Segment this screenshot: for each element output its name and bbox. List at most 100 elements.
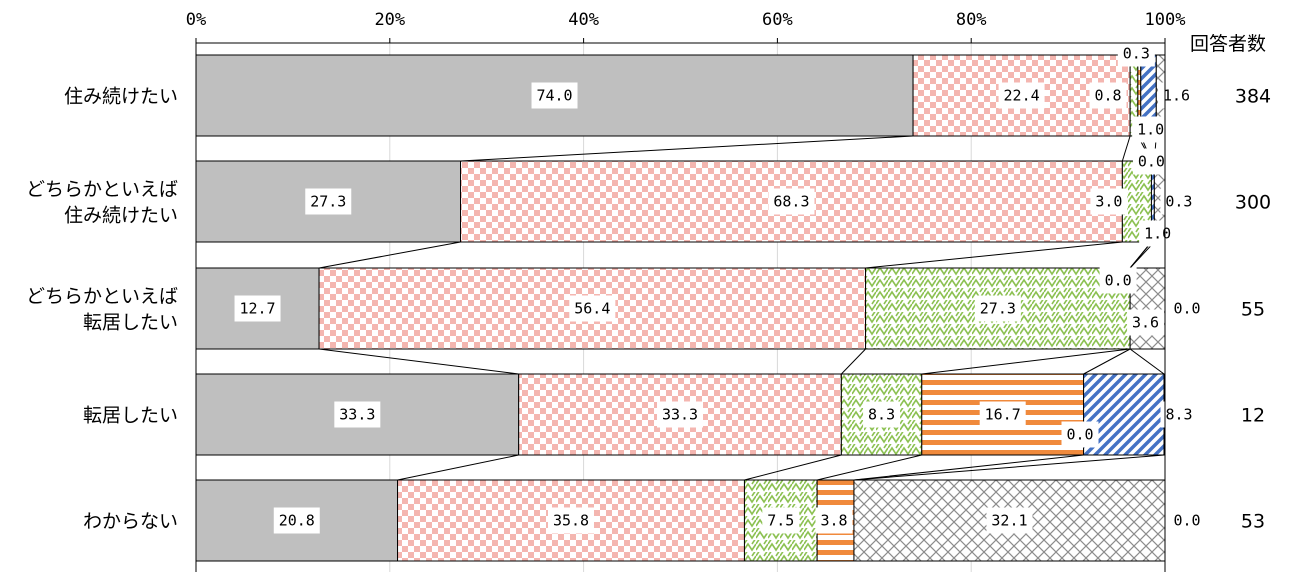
data-label: 35.8: [553, 512, 589, 530]
series-connector-line: [853, 454, 1165, 481]
respondent-count: 53: [1241, 511, 1265, 533]
data-label: 0.8: [1094, 87, 1121, 105]
bar-segment: [1083, 373, 1165, 456]
category-label: 転居したい: [83, 405, 178, 427]
data-label-background: [569, 295, 616, 322]
data-label: 7.5: [767, 512, 794, 530]
data-label: 1.6: [1163, 87, 1190, 105]
category-label: 転居したい: [83, 312, 178, 334]
category-labels: 住み続けたいどちらかといえば住み続けたいどちらかといえば転居したい転居したいわか…: [26, 86, 178, 533]
data-label: 3.0: [1095, 193, 1122, 211]
series-connector-line: [1083, 348, 1131, 375]
respondent-count: 12: [1241, 405, 1265, 427]
data-label: 0.0: [1138, 153, 1165, 171]
x-tick-label: 80%: [956, 10, 987, 30]
data-label-background: [1160, 188, 1198, 215]
data-label-background: [974, 295, 1021, 322]
series-connector-line: [318, 241, 461, 269]
data-label: 1.0: [1144, 225, 1171, 243]
data-label: 32.1: [991, 512, 1027, 530]
data-label-background: [1061, 421, 1099, 448]
data-label: 27.3: [310, 193, 346, 211]
category-label: 住み続けたい: [64, 86, 178, 108]
data-label-background: [1127, 309, 1165, 336]
x-tick-label: 60%: [762, 10, 793, 30]
respondent-count: 384: [1235, 86, 1271, 108]
bars: [195, 54, 1166, 562]
data-label-background: [234, 295, 281, 322]
data-label-background: [762, 507, 800, 534]
data-label-background: [1160, 401, 1198, 428]
x-tick-label: 100%: [1145, 10, 1186, 30]
data-label: 3.6: [1132, 314, 1159, 332]
bar-segment: [743, 479, 818, 562]
data-label: 0.3: [1123, 45, 1150, 63]
data-label-background: [979, 401, 1026, 428]
category-label: どちらかといえば: [26, 286, 178, 308]
data-label: 0.0: [1173, 512, 1200, 530]
data-label: 0.0: [1105, 272, 1132, 290]
respondent-count-header: 回答者数: [1190, 33, 1266, 55]
x-tick-label: 0%: [186, 10, 206, 30]
data-label-background: [1099, 267, 1137, 294]
data-label: 0.3: [1165, 193, 1192, 211]
respondent-count: 55: [1241, 299, 1265, 321]
series-connector-line: [853, 454, 1084, 481]
series-connector-line: [1129, 348, 1165, 375]
data-label-background: [815, 507, 853, 534]
data-label: 27.3: [980, 300, 1016, 318]
data-label-background: [305, 188, 352, 215]
data-label-background: [334, 401, 381, 428]
data-labels: 74.0 22.4 0.8 0.3 1.6 1.0 27.3 68.3 3.0 0.0 0.3 1.0…: [234, 40, 1206, 534]
series-connector-line: [397, 454, 519, 481]
category-label: 住み続けたい: [64, 205, 178, 227]
category-label: どちらかといえば: [26, 179, 178, 201]
series-connector-line: [840, 348, 866, 375]
data-label-background: [1168, 507, 1206, 534]
data-label: 0.0: [1173, 300, 1200, 318]
data-label: 20.8: [279, 512, 315, 530]
data-label-background: [1132, 148, 1170, 175]
data-label: 8.3: [868, 406, 895, 424]
data-label: 56.4: [574, 300, 610, 318]
data-label-background: [548, 507, 595, 534]
series-connector-line: [817, 454, 922, 481]
data-label: 22.4: [1004, 87, 1040, 105]
series-connector-line: [921, 348, 1131, 375]
data-label-background: [1168, 295, 1206, 322]
data-label-background: [1132, 116, 1170, 143]
data-label-background: [657, 401, 704, 428]
data-label: 16.7: [985, 406, 1021, 424]
data-label-background: [998, 82, 1045, 109]
respondent-count: 300: [1235, 192, 1271, 214]
data-label: 74.0: [536, 87, 572, 105]
respondent-counts: 回答者数 384 300 55 12 53: [1190, 33, 1271, 533]
data-label-background: [986, 507, 1033, 534]
data-label: 68.3: [773, 193, 809, 211]
x-axis: 0% 20% 40% 60% 80% 100%: [186, 10, 1186, 572]
series-connector-line: [744, 454, 842, 481]
data-label-background: [1090, 188, 1128, 215]
data-label-background: [1089, 82, 1127, 109]
data-label-background: [768, 188, 815, 215]
series-connector-line: [865, 241, 1123, 269]
data-label: 3.8: [820, 512, 847, 530]
data-label: 12.7: [239, 300, 275, 318]
data-label: 33.3: [339, 406, 375, 424]
data-label-background: [531, 82, 578, 109]
series-connector-line: [319, 348, 519, 375]
x-tick-label: 40%: [568, 10, 599, 30]
series-connector-line: [460, 135, 914, 162]
category-label: わからない: [83, 511, 178, 533]
data-label: 33.3: [662, 406, 698, 424]
data-label: 1.0: [1137, 121, 1164, 139]
x-tick-label: 20%: [374, 10, 405, 30]
data-label-background: [1117, 40, 1155, 67]
data-label-background: [273, 507, 320, 534]
data-label-background: [1139, 220, 1177, 247]
data-label: 8.3: [1165, 406, 1192, 424]
data-label-background: [863, 401, 901, 428]
data-label-background: [1158, 82, 1196, 109]
series-connector-line: [1121, 135, 1131, 162]
